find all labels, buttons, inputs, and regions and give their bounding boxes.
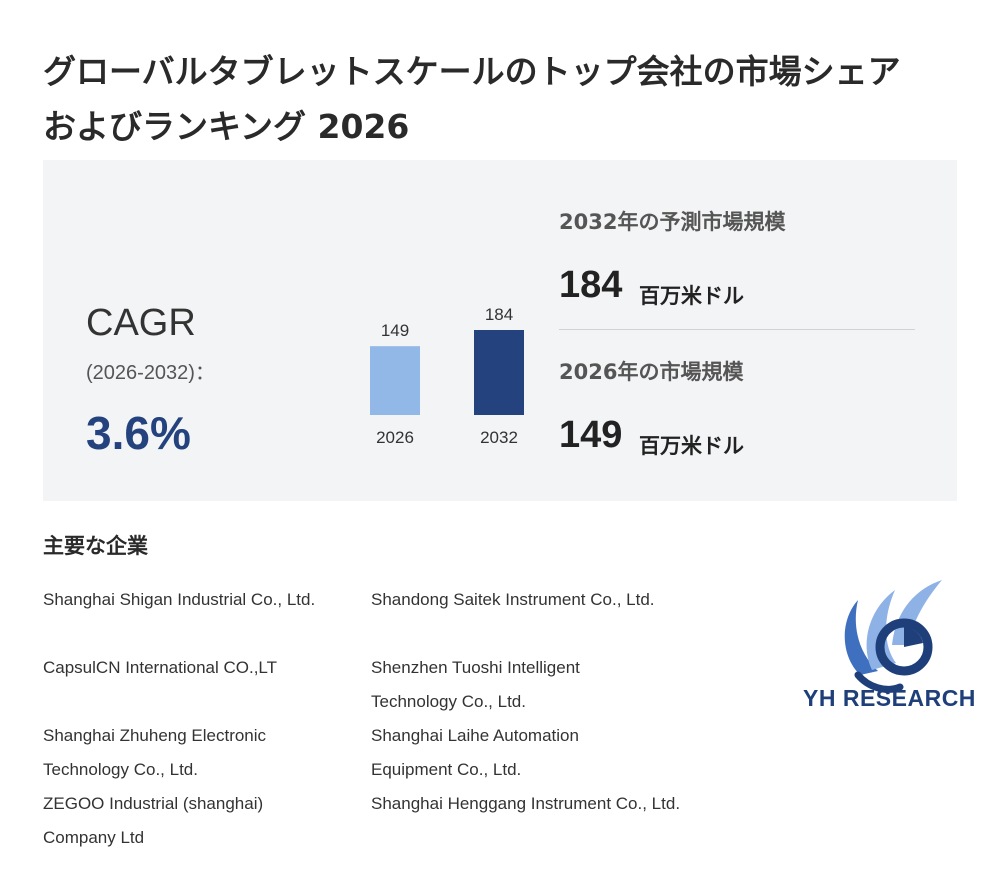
forecast-market-size-label: 2032年の予測市場規模 bbox=[559, 210, 786, 234]
company-item: Shanghai Zhuheng Electronic Technology C… bbox=[43, 726, 267, 779]
company-item: ZEGOO Industrial (shanghai) Company Ltd bbox=[43, 794, 264, 847]
bar-value-label: 184 bbox=[485, 305, 513, 324]
company-item: Shanghai Henggang Instrument Co., Ltd. bbox=[371, 794, 681, 813]
company-item: Shanghai Shigan Industrial Co., Ltd. bbox=[43, 590, 316, 609]
yh-research-logo-icon bbox=[844, 580, 942, 693]
company-item: CapsulCN International CO.,LT bbox=[43, 658, 278, 677]
company-item: Shanghai Laihe Automation Equipment Co.,… bbox=[371, 726, 579, 779]
current-market-size-label: 2026年の市場規模 bbox=[559, 360, 744, 384]
logo-text: YH RESEARCH bbox=[803, 685, 976, 711]
current-market-size-value: 149 bbox=[559, 414, 623, 456]
bar-value-label: 149 bbox=[381, 321, 409, 340]
market-size-bar-chart: 149 2026 184 2032 bbox=[370, 305, 524, 447]
current-market-size-unit: 百万米ドル bbox=[639, 434, 744, 458]
title-line-2: およびランキング 2026 bbox=[43, 107, 410, 146]
cagr-label: CAGR bbox=[86, 302, 196, 344]
key-companies-heading: 主要な企業 bbox=[43, 534, 148, 558]
summary-panel: CAGR (2026-2032)： 3.6% 149 2026 184 2032 20… bbox=[43, 160, 957, 501]
bar-2032 bbox=[474, 330, 524, 415]
bar-category-label: 2032 bbox=[480, 428, 518, 447]
forecast-market-size-value: 184 bbox=[559, 264, 623, 306]
company-item: Shandong Saitek Instrument Co., Ltd. bbox=[371, 590, 655, 609]
bar-2026 bbox=[370, 346, 420, 415]
title-line-1: グローバルタブレットスケールのトップ会社の市場シェア bbox=[43, 52, 901, 91]
cagr-value: 3.6% bbox=[86, 407, 191, 459]
cagr-period: (2026-2032)： bbox=[86, 362, 215, 384]
stats-divider bbox=[559, 329, 915, 330]
bar-category-label: 2026 bbox=[376, 428, 414, 447]
company-item: Shenzhen Tuoshi Intelligent Technology C… bbox=[371, 658, 580, 711]
forecast-market-size-unit: 百万米ドル bbox=[639, 284, 744, 308]
page-title: グローバルタブレットスケールのトップ会社の市場シェア およびランキング 2026 bbox=[43, 44, 963, 154]
